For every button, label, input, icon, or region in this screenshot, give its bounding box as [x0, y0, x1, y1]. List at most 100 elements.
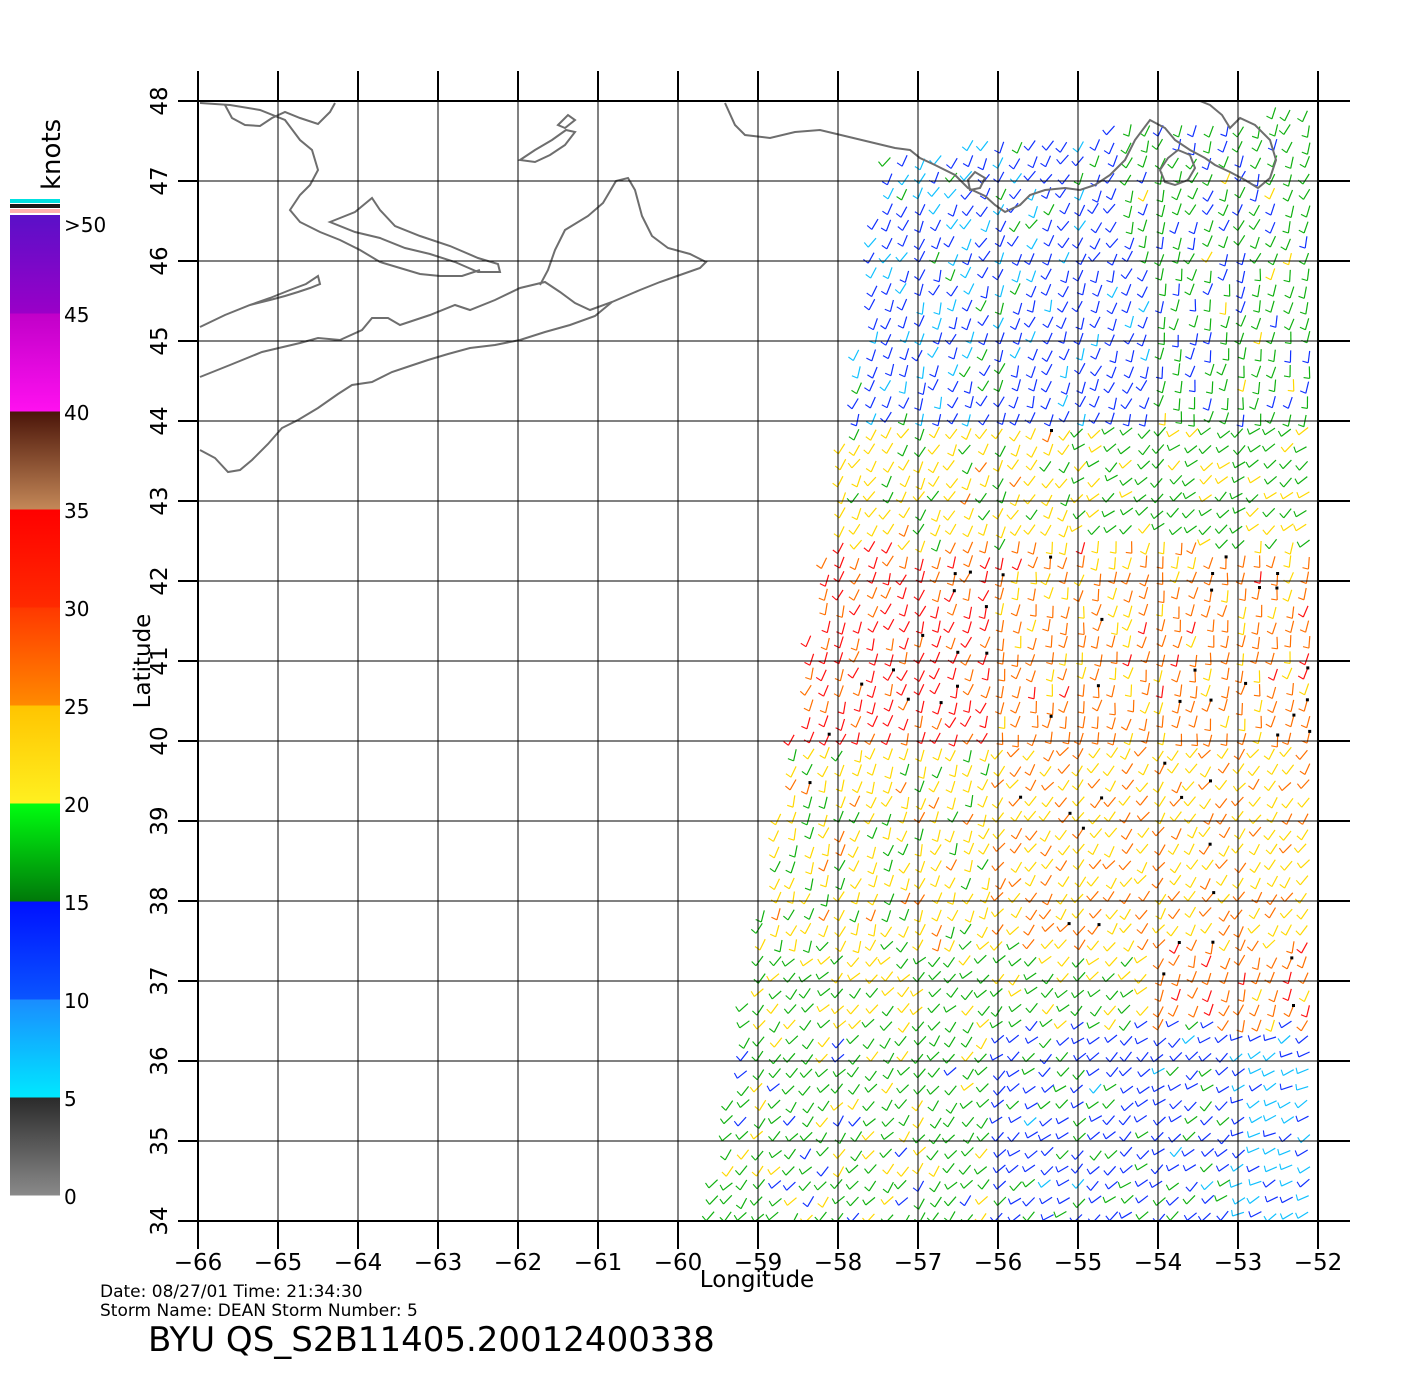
wind-barb [975, 300, 987, 312]
wind-barb [851, 781, 863, 794]
wind-barb [990, 749, 1004, 760]
wind-barb [1006, 235, 1019, 247]
colorbar-band [10, 803, 60, 902]
wind-barb [833, 443, 846, 455]
wind-barb [1187, 237, 1196, 251]
wind-barb [1248, 843, 1260, 856]
wind-barb [1025, 779, 1037, 792]
wind-barb [1104, 827, 1118, 838]
wind-barb [1151, 1148, 1165, 1156]
wind-barb [1267, 925, 1279, 937]
wind-barb [1198, 842, 1212, 855]
wind-barb [848, 349, 860, 362]
wind-barb [1150, 1164, 1164, 1175]
wind-barb [1295, 427, 1309, 436]
wind-barb [733, 1070, 748, 1079]
wind-barb [1231, 1116, 1245, 1125]
wind-barb [1011, 141, 1023, 154]
wind-barb [1010, 810, 1023, 822]
wind-barb [1107, 605, 1118, 618]
wind-barb [1102, 1115, 1115, 1126]
wind-barb [882, 187, 894, 200]
wind-barb [960, 654, 972, 666]
wind-barb [863, 298, 876, 311]
wind-barb [1221, 620, 1229, 633]
wind-vector-field [701, 107, 1312, 1221]
wind-barb [1025, 1002, 1038, 1013]
wind-barb [1234, 862, 1247, 874]
wind-barb [1169, 795, 1184, 807]
lat-tick-label: 40 [147, 726, 173, 755]
wind-barb [1087, 923, 1101, 935]
wind-barb [1200, 1084, 1214, 1092]
wind-barb [1059, 622, 1068, 636]
wind-barb [1090, 334, 1100, 347]
wind-barb [961, 765, 973, 777]
wind-barb [1263, 1099, 1277, 1107]
wind-barb [1086, 1180, 1099, 1191]
lon-tick-label: −66 [174, 1250, 223, 1276]
wind-barb [1184, 445, 1198, 454]
wind-barb [979, 749, 990, 762]
wind-barb [1169, 1051, 1183, 1062]
wind-barb [1011, 686, 1021, 699]
wind-barb [1052, 1085, 1067, 1093]
lon-tick-label: −65 [254, 1250, 303, 1276]
wind-barb [782, 1181, 796, 1191]
wind-barb [929, 1117, 942, 1129]
wind-barb [1278, 1020, 1292, 1029]
wind-barb [1265, 203, 1276, 216]
wind-barb [960, 1082, 974, 1091]
wind-barb [1299, 381, 1310, 394]
wind-barb [1133, 874, 1147, 885]
wind-barb [1119, 1146, 1133, 1157]
wind-barb [1279, 877, 1291, 889]
wind-barb [1248, 218, 1261, 231]
lat-tick-label: 34 [147, 1206, 173, 1235]
wind-barb [1085, 1101, 1099, 1110]
wind-barb [1074, 876, 1087, 888]
colorbar-unit-label: knots [37, 119, 67, 190]
wind-barb [977, 414, 990, 426]
wind-barb [1071, 477, 1085, 484]
wind-barb [1248, 1179, 1262, 1186]
wind-barb [783, 1019, 796, 1030]
wind-barb [1154, 844, 1166, 856]
wind-barb [1086, 1036, 1100, 1045]
wind-barb [805, 862, 814, 875]
wind-barb [1155, 907, 1167, 920]
wind-barb [867, 715, 879, 728]
wind-barb [1301, 268, 1310, 282]
wind-barb [719, 1114, 733, 1125]
wind-barb [850, 923, 860, 936]
wind-barb [995, 686, 1004, 699]
wind-barb [1060, 270, 1070, 284]
wind-barb [1203, 299, 1211, 313]
wind-barb [1151, 522, 1165, 531]
wind-barb [1057, 779, 1070, 791]
wind-barb [1027, 156, 1038, 169]
wind-barb [1184, 1115, 1198, 1124]
wind-barb [1167, 762, 1179, 774]
wind-barb [1203, 557, 1214, 570]
wind-barb [1151, 458, 1165, 469]
wind-barb [1200, 955, 1212, 968]
wind-barb [881, 442, 894, 454]
wind-barb [1215, 445, 1229, 454]
wind-barb [945, 780, 956, 793]
wind-barb [1282, 971, 1292, 985]
wind-barb [949, 764, 958, 778]
wind-barb [1085, 460, 1100, 468]
wind-barb [1265, 894, 1278, 906]
wind-barb [721, 1166, 734, 1177]
wind-barb [943, 188, 957, 199]
wind-barb [802, 1195, 815, 1208]
wind-barb [1089, 828, 1103, 839]
wind-barb [866, 1051, 879, 1062]
wind-barb [992, 317, 1004, 329]
wind-barb [914, 780, 925, 793]
wind-barb [1202, 283, 1214, 296]
wind-barb [1229, 1181, 1243, 1188]
wind-barb [881, 1117, 895, 1127]
wind-barb [1156, 715, 1164, 728]
